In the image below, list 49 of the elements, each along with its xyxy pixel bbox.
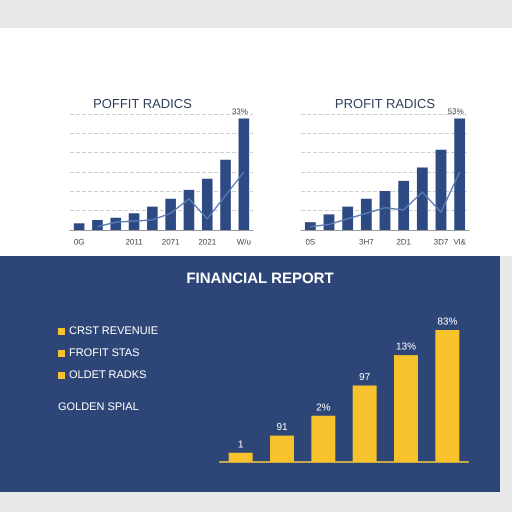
bar <box>128 213 140 230</box>
bar <box>228 452 253 462</box>
bar <box>380 190 390 230</box>
bar <box>352 385 377 462</box>
bar <box>360 198 372 230</box>
bar <box>270 436 294 462</box>
bar <box>147 206 158 230</box>
chart-title: POFFIT RADICS <box>93 96 192 111</box>
bar <box>304 222 316 230</box>
annotation: 13% <box>396 342 416 353</box>
bar <box>324 214 334 230</box>
text: FROFIT STAS <box>68 346 140 361</box>
annotation: 97 <box>359 372 371 383</box>
bar <box>416 168 428 230</box>
bar <box>342 206 354 230</box>
x-tick-label: 3D7 <box>434 238 449 246</box>
bar <box>74 223 84 230</box>
annotation: 91 <box>276 422 288 434</box>
x-tick-label: 2D1 <box>396 238 412 246</box>
annotation: 83% <box>437 316 458 328</box>
chart-title: FINANCIAL REPORT <box>186 270 334 287</box>
x-tick-label: 2011 <box>125 238 144 246</box>
bar <box>184 190 194 230</box>
bar <box>202 178 213 230</box>
bar <box>435 330 460 462</box>
text: GOLDEN SPIAL <box>58 400 140 415</box>
bar <box>311 416 336 462</box>
bar <box>92 220 103 230</box>
text: OLDET RADKS <box>68 368 148 383</box>
x-tick-label: Vl& <box>453 238 467 246</box>
x-tick-label: 3H7 <box>358 238 374 246</box>
bar <box>394 355 418 462</box>
x-tick-label: W/u <box>236 238 251 246</box>
annotation: 1 <box>238 439 244 450</box>
x-tick-label: 2071 <box>162 238 180 246</box>
text: CRST REVENUIE <box>68 324 158 339</box>
bar <box>454 118 466 230</box>
annotation: 2% <box>316 402 331 414</box>
x-tick-label: 0G <box>74 238 84 246</box>
bar <box>398 180 410 230</box>
annotation: 53% <box>448 106 464 116</box>
bar <box>220 160 231 230</box>
x-tick-label: 0S <box>305 238 316 246</box>
bar <box>436 150 446 230</box>
bar <box>238 118 250 230</box>
x-tick-label: 2021 <box>198 238 217 246</box>
annotation: 33% <box>232 106 248 116</box>
bar <box>165 198 176 230</box>
chart-title: PROFIT RADICS <box>334 96 436 111</box>
